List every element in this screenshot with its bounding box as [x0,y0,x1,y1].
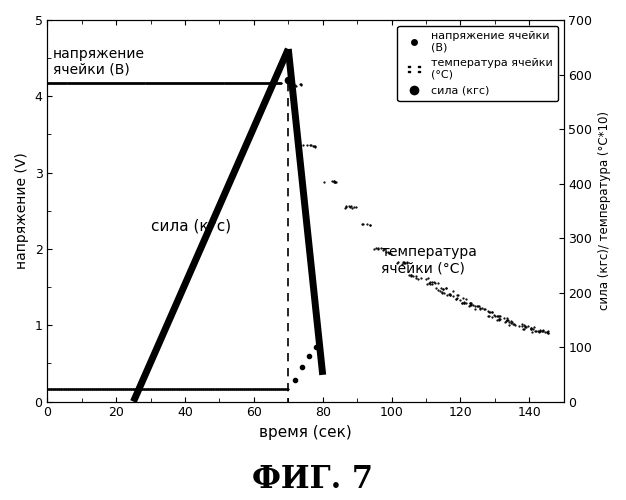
X-axis label: время (сек): время (сек) [259,425,352,440]
Y-axis label: напряжение (V): напряжение (V) [15,152,29,269]
Text: напряжение
ячейки (В): напряжение ячейки (В) [53,46,145,77]
Legend: напряжение ячейки
(В), температура ячейки
(°C), сила (кгс): напряжение ячейки (В), температура ячейк… [398,26,558,101]
Text: ФИГ. 7: ФИГ. 7 [252,464,374,495]
Y-axis label: сила (кгс)/ температура (°C*10): сила (кгс)/ температура (°C*10) [598,112,611,310]
Text: температура
ячейки (°C): температура ячейки (°C) [381,245,477,276]
Text: сила (кгс): сила (кгс) [151,218,231,234]
